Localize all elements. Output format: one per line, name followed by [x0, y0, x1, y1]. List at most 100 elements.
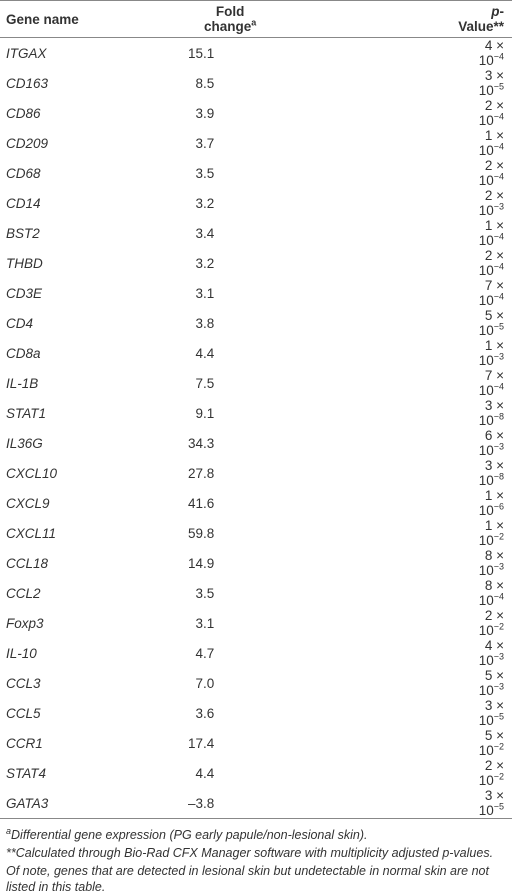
p-value: 2 × 10−2	[452, 758, 512, 788]
gene-name: Foxp3	[6, 615, 44, 631]
p-value-base: 8 × 10	[478, 578, 504, 608]
p-value-exponent: −5	[493, 801, 504, 812]
p-value: 2 × 10−2	[452, 608, 512, 638]
fold-change: 3.4	[195, 225, 215, 241]
p-value: 3 × 10−5	[452, 68, 512, 98]
table-row: CD68 3.5 2 × 10−4	[0, 158, 512, 188]
fold-change: 3.6	[195, 705, 215, 721]
p-value: 3 × 10−8	[452, 398, 512, 428]
gene-name: CXCL11	[6, 525, 57, 541]
p-value: 8 × 10−3	[452, 548, 512, 578]
gene-name: CD4	[6, 315, 34, 331]
table-header: Gene name Fold changea p-Value**	[0, 0, 512, 38]
table-row: CD209 3.7 1 × 10−4	[0, 128, 512, 158]
fold-change: 3.1	[195, 615, 215, 631]
fold-change: 7.0	[195, 675, 215, 691]
gene-name: GATA3	[6, 795, 49, 811]
p-value-base: 4 × 10	[478, 38, 504, 68]
p-value: 8 × 10−4	[452, 578, 512, 608]
p-value: 2 × 10−4	[452, 248, 512, 278]
table-row: CXCL9 41.6 1 × 10−6	[0, 488, 512, 518]
p-value: 5 × 10−3	[452, 668, 512, 698]
p-value: 3 × 10−5	[452, 788, 512, 819]
table-row: CD14 3.2 2 × 10−3	[0, 188, 512, 218]
gene-name: CD14	[6, 195, 41, 211]
p-value-base: 3 × 10	[478, 68, 504, 98]
header-text: Gene name	[6, 11, 79, 27]
fold-change: 17.4	[187, 735, 215, 751]
gene-name: BST2	[6, 225, 40, 241]
p-value-base: 4 × 10	[478, 638, 504, 668]
p-value-exponent: −4	[493, 591, 504, 602]
p-value-exponent: −2	[493, 741, 504, 752]
p-value: 5 × 10−2	[452, 728, 512, 758]
gene-name: CXCL10	[6, 465, 58, 481]
gene-name: IL-1B	[6, 375, 39, 391]
p-value: 1 × 10−2	[452, 518, 512, 548]
fold-change: –3.8	[187, 795, 215, 811]
p-value-exponent: −3	[493, 201, 504, 212]
p-value-exponent: −2	[493, 621, 504, 632]
fold-change: 3.8	[195, 315, 215, 331]
fold-change: 3.2	[195, 195, 215, 211]
table-row: THBD 3.2 2 × 10−4	[0, 248, 512, 278]
p-value: 4 × 10−4	[452, 38, 512, 68]
footnote-text: Of note, genes that are detected in lesi…	[6, 864, 489, 894]
p-value: 7 × 10−4	[452, 368, 512, 398]
gene-name: CCR1	[6, 735, 43, 751]
p-value: 4 × 10−3	[452, 638, 512, 668]
p-value: 1 × 10−4	[452, 218, 512, 248]
table-row: CCL5 3.6 3 × 10−5	[0, 698, 512, 728]
fold-change: 3.9	[195, 105, 215, 121]
footnotes: aDifferential gene expression (PG early …	[0, 819, 512, 895]
fold-change: 3.7	[195, 135, 215, 151]
table-body: ITGAX 15.1 4 × 10−4 CD163 8.5 3 × 10−5 CD86 3.9…	[0, 38, 512, 819]
gene-name: ITGAX	[6, 45, 47, 61]
fold-change: 9.1	[195, 405, 215, 421]
p-value-base: 2 × 10	[478, 608, 504, 638]
gene-name: CCL2	[6, 585, 41, 601]
gene-name: CD86	[6, 105, 41, 121]
p-value-base: 1 × 10	[478, 218, 504, 248]
table-row: GATA3 –3.8 3 × 10−5	[0, 788, 512, 819]
table-row: STAT4 4.4 2 × 10−2	[0, 758, 512, 788]
p-value-exponent: −3	[493, 681, 504, 692]
p-value: 3 × 10−8	[452, 458, 512, 488]
gene-name: THBD	[6, 255, 43, 271]
header-cell: p-Value**	[452, 0, 512, 38]
table-row: CD86 3.9 2 × 10−4	[0, 98, 512, 128]
p-value-exponent: −8	[493, 471, 504, 482]
table-row: ITGAX 15.1 4 × 10−4	[0, 38, 512, 68]
p-value-base: 5 × 10	[478, 308, 504, 338]
p-value: 2 × 10−4	[452, 98, 512, 128]
table-row: BST2 3.4 1 × 10−4	[0, 218, 512, 248]
p-value-exponent: −4	[493, 261, 504, 272]
p-value-exponent: −3	[493, 351, 504, 362]
fold-change: 3.5	[195, 585, 215, 601]
table-row: IL-10 4.7 4 × 10−3	[0, 638, 512, 668]
footnote-text: **Calculated through Bio-Rad CFX Manager…	[6, 846, 494, 860]
p-value: 1 × 10−6	[452, 488, 512, 518]
p-value-exponent: −4	[493, 171, 504, 182]
p-value: 3 × 10−5	[452, 698, 512, 728]
gene-name: CD8a	[6, 345, 41, 361]
p-value-base: 1 × 10	[478, 488, 504, 518]
p-value-exponent: −4	[493, 231, 504, 242]
fold-change: 4.4	[195, 345, 215, 361]
p-value-base: 3 × 10	[478, 398, 504, 428]
p-value-base: 2 × 10	[478, 248, 504, 278]
gene-name: CD209	[6, 135, 49, 151]
p-value: 2 × 10−3	[452, 188, 512, 218]
table-row: IL-1B 7.5 7 × 10−4	[0, 368, 512, 398]
p-value-base: 1 × 10	[478, 338, 504, 368]
p-value-base: 1 × 10	[478, 518, 504, 548]
p-value-base: 8 × 10	[478, 548, 504, 578]
p-value-exponent: −4	[493, 291, 504, 302]
header-row: Gene name Fold changea p-Value**	[0, 0, 512, 38]
p-value-exponent: −5	[493, 711, 504, 722]
gene-name: CD163	[6, 75, 49, 91]
p-value-base: 2 × 10	[478, 98, 504, 128]
gene-name: IL-10	[6, 645, 37, 661]
p-value-base: 1 × 10	[478, 128, 504, 158]
table-row: CCL2 3.5 8 × 10−4	[0, 578, 512, 608]
